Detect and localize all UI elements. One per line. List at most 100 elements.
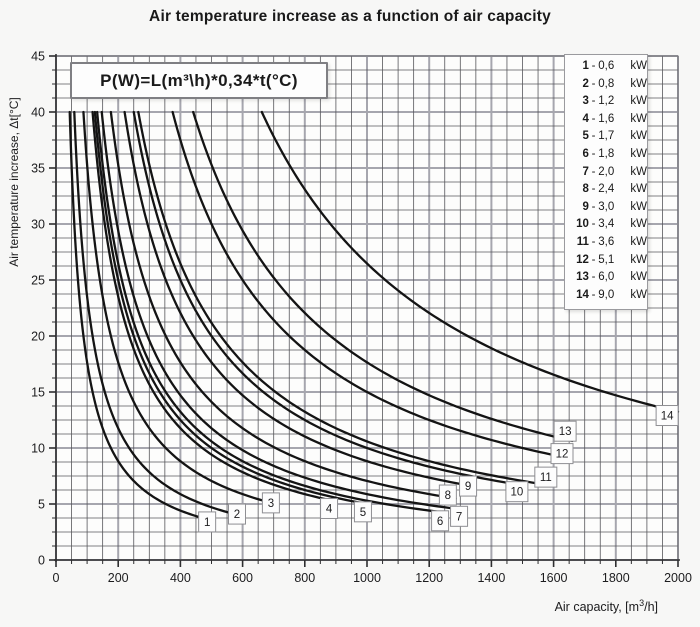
legend-item-separator: - bbox=[591, 112, 596, 125]
legend-item-value: 3,4 bbox=[598, 218, 615, 231]
y-tick-label: 0 bbox=[38, 554, 45, 568]
legend-item-separator: - bbox=[591, 271, 596, 284]
formula-text: P(W)=L(m³\h)*0,34*t(°C) bbox=[100, 70, 298, 90]
y-axis-title: Air temperature increase, Δt[°C] bbox=[7, 97, 21, 267]
y-tick-label: 15 bbox=[31, 386, 45, 400]
curve-label-box-8 bbox=[438, 484, 457, 506]
legend-item-unit: kW bbox=[630, 165, 647, 178]
curve-label-9: 9 bbox=[465, 481, 471, 493]
x-tick-label: 200 bbox=[108, 571, 129, 585]
legend-item-separator: - bbox=[591, 235, 596, 248]
curve-13 bbox=[192, 110, 574, 443]
curve-3 bbox=[82, 110, 277, 506]
x-tick-label: 0 bbox=[53, 571, 60, 585]
legend-item-number: 14 bbox=[576, 288, 589, 301]
legend-item-separator: - bbox=[591, 253, 596, 266]
legend-item-separator: - bbox=[591, 200, 596, 213]
legend-item-unit: kW bbox=[630, 288, 647, 301]
x-tick-label: 800 bbox=[294, 571, 315, 585]
y-tick-label: 20 bbox=[31, 330, 45, 344]
curve-label-4: 4 bbox=[326, 503, 333, 515]
y-tick-label: 30 bbox=[31, 218, 45, 232]
legend-item-14: 14-9,0 kW bbox=[575, 289, 647, 307]
legend-item-separator: - bbox=[591, 130, 596, 143]
legend-item-separator: - bbox=[591, 60, 596, 72]
y-tick-label: 25 bbox=[31, 274, 45, 288]
legend-item-3: 3-1,2 kW bbox=[575, 95, 647, 113]
curve-label-1: 1 bbox=[204, 517, 210, 529]
curve-11 bbox=[137, 110, 555, 488]
curve-label-box-3 bbox=[261, 492, 280, 514]
curve-label-box-10 bbox=[505, 481, 529, 503]
legend-item-unit: kW bbox=[630, 77, 647, 90]
legend-item-number: 12 bbox=[576, 253, 589, 266]
legend-item-unit: kW bbox=[630, 112, 647, 125]
curve-10 bbox=[132, 110, 526, 487]
curve-7 bbox=[100, 110, 468, 512]
curve-6 bbox=[96, 110, 448, 514]
x-tick-label: 1400 bbox=[477, 571, 505, 585]
legend-item-unit: kW bbox=[630, 271, 647, 284]
legend-item-number: 10 bbox=[576, 218, 589, 231]
legend-item-value: 3,6 bbox=[598, 235, 615, 248]
legend-item-number: 2 bbox=[582, 77, 589, 90]
legend-item-number: 6 bbox=[582, 147, 589, 160]
curve-9 bbox=[123, 110, 477, 488]
curve-label-box-5 bbox=[353, 501, 372, 523]
legend-item-13: 13-6,0 kW bbox=[575, 271, 647, 289]
curve-5 bbox=[93, 110, 369, 506]
curve-label-box-4 bbox=[320, 497, 339, 519]
legend-item-6: 6-1,8 kW bbox=[575, 148, 647, 166]
curve-label-14: 14 bbox=[661, 411, 674, 423]
curve-2 bbox=[73, 110, 243, 517]
x-tick-label: 1000 bbox=[353, 571, 381, 585]
legend-item-value: 1,7 bbox=[598, 130, 615, 143]
curve-label-6: 6 bbox=[437, 516, 443, 528]
legend-item-value: 5,1 bbox=[598, 253, 615, 266]
x-axis-title: Air capacity, [m3/h] bbox=[554, 598, 658, 615]
curve-label-7: 7 bbox=[456, 511, 462, 523]
legend-item-8: 8-2,4 kW bbox=[575, 183, 647, 201]
curve-label-box-1 bbox=[198, 511, 217, 533]
legend-item-11: 11-3,6 kW bbox=[575, 236, 647, 254]
curve-4 bbox=[91, 110, 334, 502]
legend-item-value: 2,0 bbox=[598, 165, 615, 178]
legend-item-value: 0,6 bbox=[598, 60, 615, 72]
legend-item-number: 7 bbox=[582, 165, 589, 178]
legend-item-7: 7-2,0 kW bbox=[575, 166, 647, 184]
curve-label-10: 10 bbox=[511, 487, 524, 499]
legend-item-value: 0,8 bbox=[598, 77, 615, 90]
curve-label-12: 12 bbox=[556, 449, 569, 461]
x-tick-label: 1600 bbox=[540, 571, 568, 585]
chart-title: Air temperature increase as a function o… bbox=[149, 8, 551, 25]
x-tick-label: 600 bbox=[232, 571, 253, 585]
curve-label-5: 5 bbox=[360, 507, 366, 519]
legend-item-value: 1,2 bbox=[598, 95, 615, 108]
curve-label-2: 2 bbox=[234, 509, 240, 521]
legend-item-value: 1,6 bbox=[598, 112, 615, 125]
curve-label-3: 3 bbox=[268, 498, 274, 510]
legend-item-separator: - bbox=[591, 147, 596, 160]
legend: 1-0,6 kW 2-0,8 kW 3-1,2 kW 4-1,6 kW 5-1,7 kW 6-1,8… bbox=[564, 54, 648, 310]
y-tick-label: 35 bbox=[31, 162, 45, 176]
curve-8 bbox=[109, 110, 457, 500]
legend-item-unit: kW bbox=[630, 200, 647, 213]
legend-item-value: 3,0 bbox=[598, 200, 615, 213]
legend-item-5: 5-1,7 kW bbox=[575, 130, 647, 148]
legend-item-separator: - bbox=[591, 77, 596, 90]
legend-item-unit: kW bbox=[630, 183, 647, 196]
curve-label-box-7 bbox=[450, 505, 469, 527]
legend-item-separator: - bbox=[591, 288, 596, 301]
x-tick-label: 1800 bbox=[602, 571, 630, 585]
legend-item-value: 2,4 bbox=[598, 183, 615, 196]
legend-item-number: 4 bbox=[582, 112, 589, 125]
legend-item-1: 1-0,6 kW bbox=[575, 60, 647, 78]
curve-1 bbox=[68, 110, 212, 522]
formula-box: P(W)=L(m³\h)*0,34*t(°C) bbox=[70, 62, 328, 99]
legend-item-number: 1 bbox=[582, 60, 589, 72]
legend-item-4: 4-1,6 kW bbox=[575, 113, 647, 131]
legend-item-number: 8 bbox=[582, 183, 589, 196]
curve-label-8: 8 bbox=[445, 490, 451, 502]
legend-item-unit: kW bbox=[630, 130, 647, 143]
curve-label-box-2 bbox=[228, 503, 247, 525]
